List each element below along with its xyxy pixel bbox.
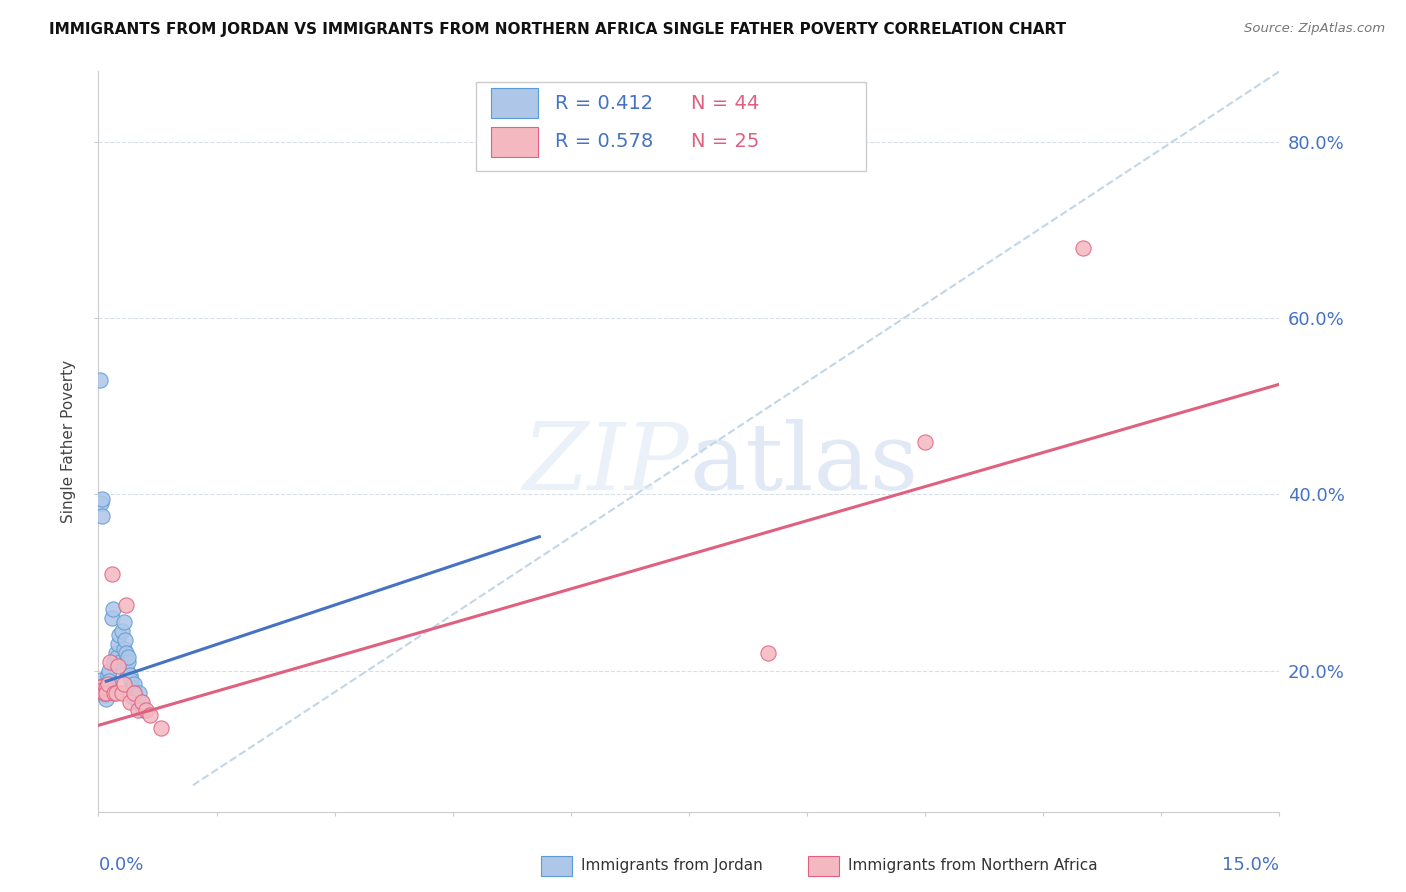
Point — [117, 655, 139, 669]
Point — [135, 703, 157, 717]
Point — [90, 496, 112, 510]
Text: R = 0.412: R = 0.412 — [555, 94, 654, 112]
Point — [114, 632, 136, 647]
Point — [128, 686, 150, 700]
Point — [103, 686, 125, 700]
Point — [118, 668, 141, 682]
Text: N = 25: N = 25 — [692, 132, 759, 152]
FancyBboxPatch shape — [491, 88, 537, 118]
Point — [101, 602, 124, 616]
Text: IMMIGRANTS FROM JORDAN VS IMMIGRANTS FROM NORTHERN AFRICA SINGLE FATHER POVERTY : IMMIGRANTS FROM JORDAN VS IMMIGRANTS FRO… — [49, 22, 1066, 37]
Point — [91, 686, 114, 700]
Point — [117, 650, 139, 665]
Point — [121, 673, 143, 687]
Text: ZIP: ZIP — [522, 418, 689, 508]
Point — [118, 694, 141, 708]
Point — [90, 680, 112, 694]
Point — [1071, 241, 1094, 255]
Point — [111, 686, 134, 700]
Point — [103, 655, 125, 669]
Point — [122, 690, 145, 705]
Point — [105, 650, 128, 665]
Point — [129, 694, 152, 708]
Point — [150, 721, 173, 735]
Point — [107, 637, 129, 651]
Point — [115, 646, 138, 660]
Point — [124, 686, 146, 700]
Point — [110, 655, 132, 669]
Point — [90, 679, 112, 693]
Point — [97, 677, 120, 691]
Point — [122, 677, 145, 691]
Point — [131, 694, 153, 708]
FancyBboxPatch shape — [491, 127, 537, 156]
Text: 15.0%: 15.0% — [1222, 856, 1279, 874]
Point — [94, 692, 117, 706]
Point — [90, 491, 112, 506]
Point — [111, 624, 134, 638]
Point — [104, 686, 127, 700]
Point — [115, 598, 138, 612]
Point — [97, 668, 120, 682]
Point — [93, 689, 115, 703]
Point — [89, 683, 111, 698]
Point — [98, 674, 121, 689]
Point — [96, 686, 118, 700]
Point — [127, 703, 149, 717]
Point — [756, 646, 779, 660]
Point — [101, 566, 124, 581]
Text: R = 0.578: R = 0.578 — [555, 132, 654, 152]
FancyBboxPatch shape — [477, 82, 866, 171]
Point — [138, 707, 160, 722]
Point — [112, 677, 135, 691]
Point — [96, 680, 118, 694]
Point — [131, 703, 153, 717]
Text: 0.0%: 0.0% — [98, 856, 143, 874]
Point — [914, 434, 936, 449]
Point — [97, 664, 120, 678]
Text: atlas: atlas — [689, 418, 918, 508]
Text: Immigrants from Jordan: Immigrants from Jordan — [581, 858, 762, 872]
Point — [112, 615, 135, 630]
Point — [91, 683, 114, 698]
Point — [121, 681, 143, 696]
Point — [89, 677, 111, 691]
Point — [93, 681, 115, 696]
Point — [101, 611, 124, 625]
Point — [91, 683, 114, 698]
Text: Source: ZipAtlas.com: Source: ZipAtlas.com — [1244, 22, 1385, 36]
Point — [98, 683, 121, 698]
Y-axis label: Single Father Poverty: Single Father Poverty — [60, 360, 76, 523]
Point — [127, 694, 149, 708]
Point — [98, 655, 121, 669]
Point — [94, 681, 117, 696]
Point — [90, 673, 112, 687]
Point — [112, 641, 135, 656]
Point — [108, 628, 131, 642]
Point — [122, 686, 145, 700]
Point — [89, 373, 111, 387]
Point — [107, 659, 129, 673]
Point — [115, 664, 138, 678]
Point — [104, 646, 127, 660]
Point — [96, 686, 118, 700]
Point — [91, 509, 114, 524]
Text: N = 44: N = 44 — [692, 94, 759, 112]
Text: Immigrants from Northern Africa: Immigrants from Northern Africa — [848, 858, 1098, 872]
Point — [93, 686, 115, 700]
